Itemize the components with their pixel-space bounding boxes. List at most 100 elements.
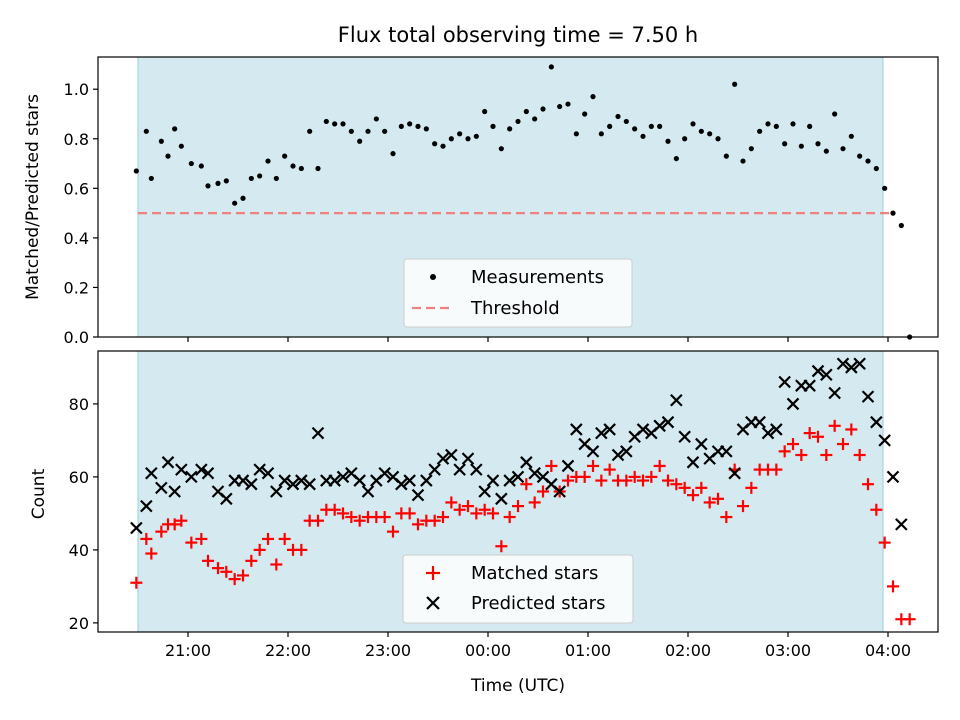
matched-star-point	[270, 558, 283, 571]
matched-star-point	[237, 569, 249, 582]
predicted-star-point	[361, 485, 375, 498]
predicted-star-point	[336, 470, 350, 484]
measurement-point	[598, 131, 604, 137]
measurement-point	[365, 128, 371, 134]
matched-star-point	[202, 554, 214, 567]
measurement-point	[673, 155, 679, 162]
matched-star-point	[745, 481, 758, 494]
matched-star-point	[437, 511, 449, 524]
matched-star-point	[737, 500, 749, 513]
y-tick-label: 0.6	[64, 179, 89, 198]
predicted-star-point	[295, 474, 308, 487]
chart-title: Flux total observing time = 7.50 h	[338, 23, 698, 47]
predicted-star-point	[720, 445, 733, 458]
legend-matched-label: Matched stars	[471, 563, 598, 584]
measurement-point	[390, 151, 396, 157]
legend-measurement-marker	[430, 274, 436, 280]
measurement-point	[773, 123, 779, 129]
predicted-star-point	[168, 485, 181, 498]
matched-star-point	[637, 474, 649, 487]
y-tick-label: 1.0	[64, 80, 89, 99]
matched-star-point	[155, 525, 168, 538]
predicted-star-point	[636, 423, 650, 436]
predicted-star-point	[461, 452, 475, 465]
measurement-point	[490, 123, 496, 129]
measurement-point	[573, 131, 579, 137]
matched-star-point	[787, 438, 799, 451]
predicted-star-point	[886, 470, 900, 484]
measurement-point	[798, 143, 804, 149]
predicted-star-point	[453, 463, 466, 476]
matched-star-point	[175, 514, 188, 527]
predicted-star-point	[261, 466, 275, 480]
matched-star-point	[220, 565, 233, 578]
measurement-point	[623, 118, 629, 125]
measurement-point	[307, 128, 313, 134]
predicted-star-point	[845, 361, 858, 374]
predicted-star-point	[786, 397, 800, 411]
measurement-point	[882, 185, 888, 191]
matched-star-point	[778, 445, 791, 458]
top-plot-frame	[97, 56, 939, 338]
matched-star-point	[628, 470, 641, 483]
predicted-star-point	[761, 426, 775, 440]
matched-star-point	[678, 481, 691, 494]
predicted-star-point	[853, 357, 866, 371]
matched-star-point	[470, 507, 483, 520]
measurement-point	[158, 138, 164, 144]
predicted-star-point	[861, 390, 875, 403]
predicted-star-point	[195, 463, 208, 476]
measurement-point	[133, 168, 139, 174]
measurement-point	[148, 175, 154, 182]
matched-star-point	[562, 474, 574, 487]
measurement-point	[615, 113, 621, 120]
measurement-point	[332, 121, 338, 127]
predicted-star-point	[678, 430, 691, 444]
x-tick-label: 21:00	[165, 641, 211, 660]
measurement-point	[698, 128, 704, 134]
measurement-point	[143, 128, 149, 134]
matched-star-point	[595, 474, 608, 487]
predicted-star-point	[328, 474, 341, 487]
measurement-point	[315, 165, 321, 172]
predicted-star-point	[155, 481, 168, 495]
bottom-panel: 21:00 22:00 23:00 00:00 01:00 02:00 03:00 04:00…	[29, 350, 939, 696]
matched-star-point	[185, 536, 198, 549]
y-tick-label: 80	[69, 395, 89, 414]
measurement-point	[398, 123, 404, 129]
predicted-star-point	[411, 488, 425, 502]
x-tick-label: 04:00	[865, 641, 911, 660]
matched-star-point	[487, 507, 499, 520]
predicted-star-point	[478, 485, 491, 498]
matched-star-point	[662, 474, 674, 487]
legend-predicted-label: Predicted stars	[471, 593, 605, 614]
measurement-point	[540, 106, 546, 112]
matched-star-point	[345, 511, 358, 524]
matched-star-point	[387, 525, 399, 538]
y-tick-label: 0.8	[64, 130, 89, 149]
predicted-star-point	[140, 499, 153, 513]
matched-star-point	[503, 511, 516, 524]
matched-star-point	[545, 459, 558, 472]
predicted-star-point	[878, 434, 891, 447]
predicted-star-point	[495, 492, 508, 506]
measurement-point	[648, 123, 654, 129]
predicted-star-point	[503, 474, 516, 487]
matched-star-point	[878, 536, 891, 549]
matched-star-point	[653, 459, 666, 472]
matched-star-point	[168, 518, 181, 531]
predicted-star-point	[403, 474, 416, 487]
matched-star-point	[412, 518, 424, 531]
measurement-point	[548, 64, 554, 70]
matched-star-point	[253, 543, 266, 556]
predicted-star-point	[130, 521, 143, 535]
measurement-point	[205, 183, 211, 189]
y-tick-label: 0.2	[64, 278, 89, 297]
predicted-star-point	[686, 456, 700, 469]
matched-star-point	[528, 496, 541, 509]
predicted-star-point	[553, 485, 566, 498]
measurement-point	[348, 128, 354, 134]
measurement-point	[507, 126, 513, 132]
matched-star-point	[828, 419, 841, 432]
measurement-point	[232, 200, 238, 206]
